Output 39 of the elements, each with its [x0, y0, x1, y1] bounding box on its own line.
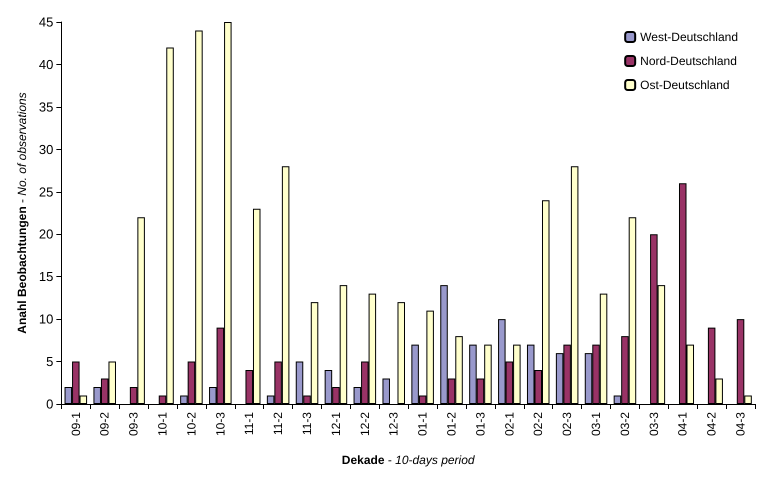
- x-tick-label: 12-2: [358, 412, 372, 436]
- y-tick-label: 5: [46, 354, 54, 370]
- x-tick-label: 01-1: [416, 412, 430, 436]
- x-tick-label: 11-3: [300, 412, 314, 436]
- x-tick-label: 12-1: [328, 412, 343, 436]
- x-tick-label: 04-1: [676, 412, 690, 436]
- x-tick-label: 01-3: [473, 412, 488, 436]
- x-axis-title: Dekade - 10-days period: [342, 453, 475, 467]
- x-tick-label: 03-3: [646, 412, 661, 436]
- legend-label: Ost-Deutschland: [640, 78, 730, 92]
- y-tick-label: 15: [38, 269, 54, 284]
- x-tick-label: 10-2: [184, 412, 198, 436]
- legend-label: West-Deutschland: [640, 30, 738, 44]
- y-tick-label: 20: [38, 226, 54, 242]
- x-tick-label: 10-3: [213, 412, 228, 436]
- x-tick-label: 11-1: [242, 412, 256, 436]
- y-tick-label: 40: [38, 56, 54, 72]
- x-tick-label: 01-2: [444, 412, 459, 436]
- x-tick-label: 03-1: [589, 412, 604, 436]
- y-axis-title: Anahl Beobachtungen - No. of observations: [15, 92, 29, 334]
- x-tick-label: 04-3: [734, 412, 748, 436]
- legend-label: Nord-Deutschland: [640, 54, 737, 68]
- x-tick-label: 03-2: [618, 412, 632, 436]
- x-tick-label: 04-2: [704, 412, 719, 436]
- y-tick-label: 0: [46, 396, 54, 412]
- x-tick-label: 09-1: [68, 412, 83, 436]
- x-tick-label: 09-3: [126, 412, 141, 436]
- x-tick-label: 10-1: [156, 412, 170, 436]
- x-tick-label: 12-3: [386, 412, 401, 436]
- x-tick-label: 09-2: [98, 412, 112, 436]
- y-tick-label: 10: [38, 312, 54, 327]
- y-tick-label: 35: [38, 99, 54, 114]
- x-tick-label: 11-2: [271, 412, 286, 436]
- y-tick-label: 45: [38, 14, 54, 30]
- x-tick-label: 02-1: [502, 412, 516, 436]
- y-tick-label: 25: [38, 184, 54, 200]
- x-tick-label: 02-3: [560, 412, 574, 436]
- x-tick-label: 02-2: [531, 412, 546, 436]
- y-tick-label: 30: [38, 142, 54, 157]
